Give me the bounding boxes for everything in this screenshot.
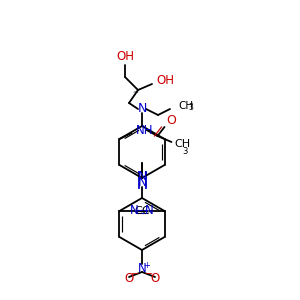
- Text: +: +: [144, 262, 150, 271]
- Text: 3: 3: [182, 147, 188, 156]
- Text: N: N: [137, 170, 147, 184]
- Text: N: N: [137, 176, 147, 190]
- Text: N: N: [130, 205, 139, 218]
- Text: NH: NH: [136, 124, 153, 136]
- Text: 3: 3: [188, 103, 193, 112]
- Text: −: −: [145, 269, 153, 279]
- Text: CH: CH: [178, 101, 193, 111]
- Text: O: O: [167, 115, 176, 128]
- Text: CH: CH: [175, 139, 190, 149]
- Text: OH: OH: [156, 74, 174, 88]
- Text: O: O: [124, 272, 134, 286]
- Text: OH: OH: [116, 50, 134, 64]
- Text: N: N: [137, 103, 147, 116]
- Text: ∼: ∼: [132, 89, 138, 95]
- Text: N: N: [145, 205, 154, 218]
- Text: C: C: [135, 206, 142, 216]
- Text: N: N: [138, 262, 146, 275]
- Text: O: O: [150, 272, 160, 286]
- Text: C: C: [142, 206, 149, 216]
- Text: −: −: [131, 269, 139, 279]
